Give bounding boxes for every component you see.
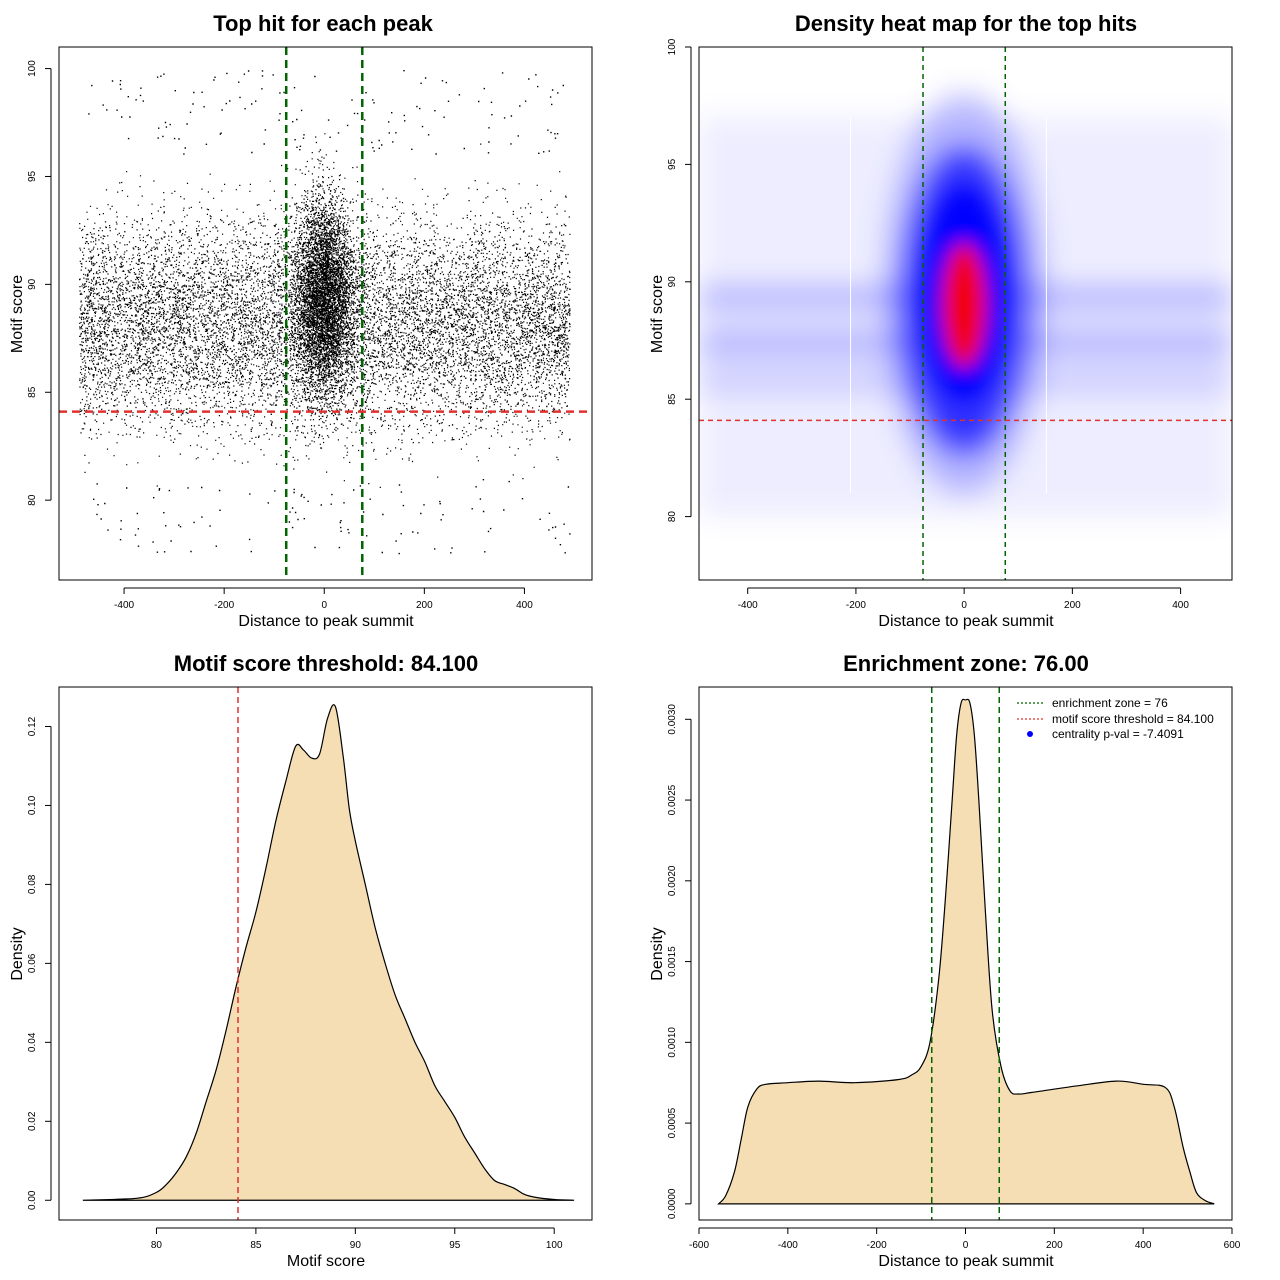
- x-tick-label: -400: [778, 1240, 798, 1251]
- x-tick-label: -400: [738, 600, 758, 611]
- x-tick-label: 95: [449, 1240, 461, 1251]
- legend-centrality-label: centrality p-val = -7.4091: [1052, 727, 1184, 741]
- heatmap-title: Density heat map for the top hits: [795, 11, 1137, 36]
- scatter-title: Top hit for each peak: [213, 11, 433, 36]
- heatmap-axes: -400 -200 0 200 400 80 85 90 95 100: [667, 38, 1189, 611]
- heatmap-panel: Density heat map for the top hits -400 -2…: [649, 11, 1233, 630]
- distance-density-axes: -600 -400 -200 0 200 400 600 0.0000 0.0005 0.0010…: [667, 704, 1241, 1251]
- scatter-points: [79, 70, 571, 555]
- heatmap-plot-frame: [698, 46, 1233, 581]
- y-tick-label: 0.10: [27, 795, 38, 815]
- heatmap-reference-lines: [699, 47, 1232, 580]
- x-tick-label: 80: [151, 1240, 163, 1251]
- x-tick-label: 0: [321, 600, 327, 611]
- y-tick-label: 100: [27, 60, 38, 77]
- distance-density-plot-area: [717, 698, 1215, 1205]
- scatter-y-axis-label: Motif score: [9, 275, 26, 353]
- distance-density-x-axis-label: Distance to peak summit: [878, 1253, 1054, 1270]
- distance-density-curve: [717, 698, 1215, 1205]
- score-density-curve: [82, 704, 575, 1201]
- y-tick-label: 0.06: [27, 953, 38, 973]
- y-tick-label: 0.0010: [667, 1027, 678, 1058]
- x-tick-label: 600: [1224, 1240, 1241, 1251]
- distance-reference-lines: [930, 687, 1001, 1220]
- distance-density-panel: Enrichment zone: 76.00 -600 -400 -200 0 200 4…: [649, 651, 1241, 1270]
- heatmap-x-axis-label: Distance to peak summit: [878, 613, 1054, 630]
- legend-motif-threshold-label: motif score threshold = 84.100: [1052, 712, 1214, 726]
- score-density-x-axis-label: Motif score: [287, 1253, 365, 1270]
- y-tick-label: 0.0030: [667, 704, 678, 735]
- score-density-y-axis-label: Density: [9, 927, 26, 980]
- scatter-axes: -400 -200 0 200 400 80 85 90 95 100: [27, 60, 533, 611]
- x-tick-label: 200: [1064, 600, 1081, 611]
- y-tick-label: 100: [667, 38, 678, 55]
- distance-density-plot-frame: [698, 686, 1233, 1221]
- x-tick-label: 400: [1172, 600, 1189, 611]
- y-tick-label: 0.00: [27, 1190, 38, 1210]
- scatter-point-cloud: [79, 70, 571, 555]
- y-tick-label: 80: [667, 511, 678, 523]
- y-tick-label: 85: [667, 393, 678, 405]
- scatter-x-axis-label: Distance to peak summit: [238, 613, 414, 630]
- heatmap-hotspot-red: [942, 243, 987, 368]
- y-tick-label: 0.0000: [667, 1188, 678, 1219]
- y-tick-label: 0.12: [27, 716, 38, 736]
- x-tick-label: 200: [1046, 1240, 1063, 1251]
- y-tick-label: 0.0015: [667, 946, 678, 977]
- x-tick-label: -600: [689, 1240, 709, 1251]
- heatmap-y-axis-label: Motif score: [649, 275, 666, 353]
- x-tick-label: 85: [250, 1240, 262, 1251]
- y-tick-label: 95: [667, 158, 678, 170]
- y-tick-label: 0.08: [27, 874, 38, 894]
- x-tick-label: -200: [214, 600, 234, 611]
- score-density-plot-area: [82, 704, 575, 1201]
- x-tick-label: 0: [961, 600, 967, 611]
- y-tick-label: 90: [27, 278, 38, 290]
- heatmap-density-field: [699, 47, 1232, 580]
- y-tick-label: 0.0005: [667, 1107, 678, 1138]
- x-tick-label: -200: [867, 1240, 887, 1251]
- legend: enrichment zone = 76 motif score thresho…: [1017, 696, 1214, 741]
- x-tick-label: -200: [846, 600, 866, 611]
- y-tick-label: 0.04: [27, 1032, 38, 1052]
- y-tick-label: 95: [27, 170, 38, 182]
- score-density-axes: 80 85 90 95 100 0.00 0.02 0.04 0.06 0.08 0.10 0.12: [27, 716, 563, 1251]
- x-tick-label: 400: [516, 600, 533, 611]
- x-tick-label: 0: [963, 1240, 969, 1251]
- score-density-panel: Motif score threshold: 84.100 80 85 90 95 10…: [9, 651, 593, 1270]
- distance-density-title: Enrichment zone: 76.00: [843, 651, 1089, 676]
- legend-enrichment-zone-label: enrichment zone = 76: [1052, 696, 1168, 710]
- x-tick-label: -400: [114, 600, 134, 611]
- y-tick-label: 80: [27, 494, 38, 506]
- legend-centrality-key: [1027, 731, 1033, 737]
- y-tick-label: 90: [667, 276, 678, 288]
- x-tick-label: 90: [350, 1240, 362, 1251]
- score-density-plot-frame: [58, 686, 593, 1221]
- y-tick-label: 85: [27, 386, 38, 398]
- y-tick-label: 0.0025: [667, 784, 678, 815]
- x-tick-label: 400: [1135, 1240, 1152, 1251]
- y-tick-label: 0.0020: [667, 865, 678, 896]
- y-tick-label: 0.02: [27, 1111, 38, 1131]
- x-tick-label: 200: [416, 600, 433, 611]
- scatter-plot-frame: [58, 46, 593, 581]
- x-tick-label: 100: [546, 1240, 563, 1251]
- distance-density-y-axis-label: Density: [649, 927, 666, 980]
- heatmap-hotspot: [926, 188, 1003, 399]
- score-density-title: Motif score threshold: 84.100: [174, 651, 478, 676]
- scatter-reference-lines: [59, 47, 592, 580]
- scatter-panel: Top hit for each peak -400 -200 0 200 400 80 8…: [9, 11, 593, 630]
